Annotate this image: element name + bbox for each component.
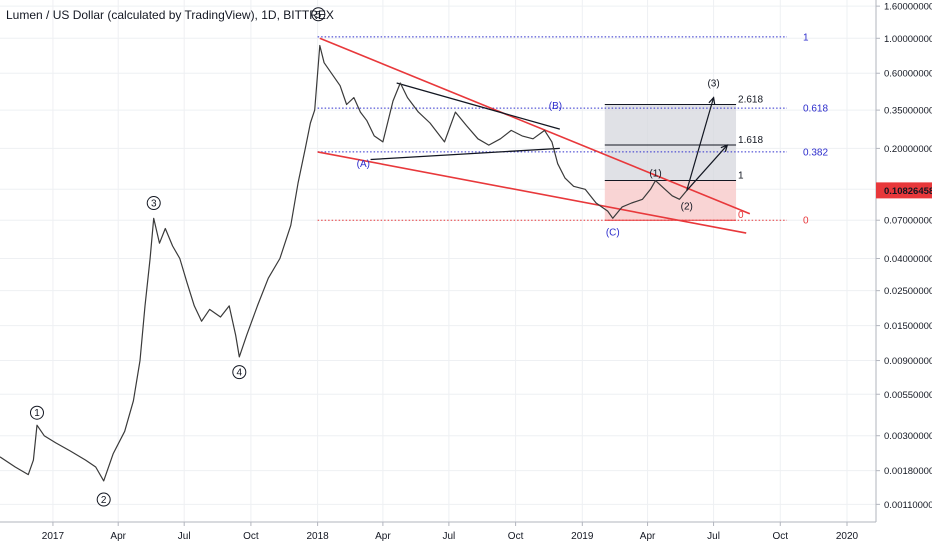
time-tick-label: Apr [640, 531, 656, 542]
wave-annotations: 1 2 3 4 5 (A) (B) (C) (1) (2) (3) [29, 7, 720, 507]
price-tick-label: 0.00300000 [884, 431, 932, 442]
fib-level-label: 0.618 [803, 104, 828, 115]
price-tick-label: 0.20000000 [884, 144, 932, 155]
fibonacci-levels: 2.618 1.618 1 0 1 0.618 0.382 0 [317, 32, 828, 227]
wave-label: 2 [101, 495, 107, 506]
projection-arrows [686, 96, 729, 191]
wave-label: (B) [549, 101, 562, 112]
last-price-label: 0.10826458 [884, 186, 932, 197]
time-tick-label: 2020 [836, 531, 859, 542]
price-tick-label: 0.00110000 [884, 500, 932, 511]
time-tick-label: Jul [707, 531, 720, 542]
time-tick-label: Jul [178, 531, 191, 542]
trendline [396, 82, 561, 130]
price-axis[interactable]: 1.60000000 1.00000000 0.60000000 0.35000000… [876, 2, 932, 511]
wave-label: 4 [237, 368, 243, 379]
time-tick-label: 2019 [571, 531, 594, 542]
fib-zone-red [604, 180, 737, 221]
fib-level-label: 1 [803, 32, 809, 43]
price-tick-label: 0.07000000 [884, 216, 932, 227]
fib-box-label: 0 [738, 210, 744, 221]
wave-label: 1 [34, 408, 40, 419]
price-tick-label: 0.00550000 [884, 390, 932, 401]
fib-level-label: 0 [803, 216, 809, 227]
projection-arrowhead [708, 96, 716, 105]
fib-box-label: 1 [738, 171, 744, 182]
price-tick-label: 0.00180000 [884, 466, 932, 477]
time-tick-label: 2018 [306, 531, 329, 542]
wave-label: (2) [681, 202, 693, 213]
time-axis[interactable]: 2017 Apr Jul Oct 2018 Apr Jul Oct 2019 Apr Jul Oct 2… [42, 522, 859, 542]
chart-title: Lumen / US Dollar (calculated by Trading… [6, 8, 334, 22]
fib-zone-gray [604, 104, 737, 181]
wave-label: (C) [606, 227, 620, 238]
last-price-marker: 0.10826458 [876, 182, 932, 199]
time-tick-label: Jul [442, 531, 455, 542]
wave-circle [232, 365, 247, 380]
time-tick-label: Apr [110, 531, 126, 542]
price-line [0, 44, 688, 482]
price-tick-label: 0.00900000 [884, 356, 932, 367]
projection-line [686, 144, 728, 191]
projection-arrowhead [720, 144, 729, 152]
trendlines [317, 37, 751, 234]
fib-box-label: 2.618 [738, 94, 763, 105]
time-tick-label: Oct [243, 531, 259, 542]
price-tick-label: 0.02500000 [884, 286, 932, 297]
trendline [317, 151, 747, 234]
wave-circle [29, 405, 44, 420]
price-tick-label: 1.60000000 [884, 2, 932, 13]
price-tick-label: 0.60000000 [884, 69, 932, 80]
wave-label: 3 [151, 199, 157, 210]
projection-line [686, 97, 715, 191]
price-tick-label: 0.04000000 [884, 254, 932, 265]
last-price-badge [876, 182, 932, 199]
grid [0, 0, 876, 522]
wave-label: 5 [316, 10, 322, 21]
time-tick-label: Oct [772, 531, 788, 542]
trendline [370, 147, 560, 161]
time-tick-label: Oct [508, 531, 524, 542]
time-tick-label: 2017 [42, 531, 65, 542]
fib-box-label: 1.618 [738, 135, 763, 146]
wave-label: (3) [707, 79, 719, 90]
price-tick-label: 1.00000000 [884, 34, 932, 45]
wave-label: (1) [649, 168, 661, 179]
trendline [319, 37, 751, 215]
axes: 1.60000000 1.00000000 0.60000000 0.35000000… [0, 0, 932, 542]
time-tick-label: Apr [375, 531, 391, 542]
wave-circle [146, 196, 161, 211]
price-tick-label: 0.35000000 [884, 106, 932, 117]
price-tick-label: 0.01500000 [884, 321, 932, 332]
wave-circle [311, 7, 326, 22]
fib-level-label: 0.382 [803, 147, 828, 158]
wave-label: (A) [357, 159, 370, 170]
price-series [0, 44, 688, 482]
wave-circle [96, 492, 111, 507]
